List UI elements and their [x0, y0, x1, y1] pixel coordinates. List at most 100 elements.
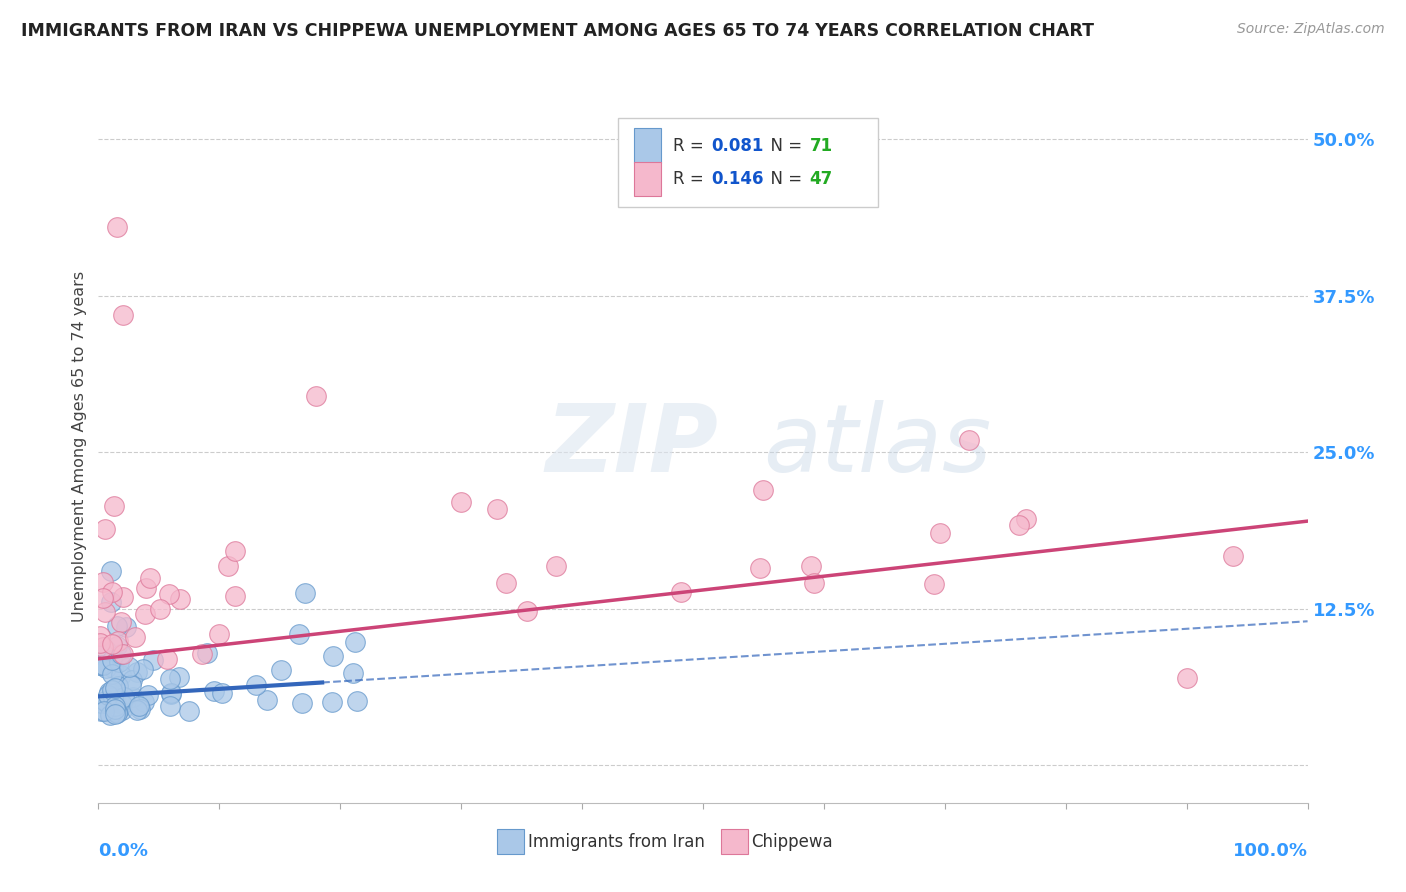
Point — [98, 707, 121, 722]
Point — [134, 607, 156, 621]
Point — [669, 585, 692, 599]
Point — [89, 636, 111, 650]
Point — [224, 589, 246, 603]
Point — [89, 657, 111, 672]
Point — [94, 661, 117, 675]
Point — [105, 640, 128, 654]
Point — [110, 647, 132, 661]
Point — [288, 627, 311, 641]
Point — [245, 678, 267, 692]
Point — [294, 586, 316, 600]
Text: Immigrants from Iran: Immigrants from Iran — [527, 833, 704, 851]
Point — [139, 571, 162, 585]
Point — [94, 522, 117, 536]
Point — [131, 662, 153, 676]
Point — [100, 595, 122, 609]
Point — [217, 559, 239, 574]
Point — [1008, 518, 1031, 533]
Text: 47: 47 — [810, 170, 832, 188]
Point — [105, 618, 128, 632]
Point — [752, 483, 775, 497]
Point — [486, 501, 509, 516]
Point — [104, 702, 127, 716]
Point — [1014, 512, 1036, 526]
Point — [104, 706, 127, 721]
Point — [118, 659, 141, 673]
Point — [101, 652, 124, 666]
Point — [105, 706, 128, 720]
Point — [104, 681, 127, 695]
Point — [136, 688, 159, 702]
Point — [450, 495, 472, 509]
Point — [321, 695, 343, 709]
Point — [107, 679, 129, 693]
Bar — [498, 830, 524, 855]
Point — [97, 689, 120, 703]
Point — [495, 576, 517, 591]
Text: R =: R = — [673, 170, 709, 188]
Point — [270, 663, 292, 677]
Point — [127, 665, 149, 679]
Point — [346, 694, 368, 708]
Point — [108, 694, 131, 708]
Point — [169, 591, 191, 606]
Point — [91, 591, 114, 605]
Text: Chippewa: Chippewa — [751, 833, 832, 851]
Point — [177, 704, 200, 718]
Point — [957, 433, 980, 447]
Point — [89, 658, 111, 673]
Point — [121, 690, 143, 705]
Point — [111, 591, 134, 605]
Point — [101, 690, 124, 705]
Bar — [721, 830, 748, 855]
Point — [111, 703, 134, 717]
Point — [120, 678, 142, 692]
Point — [96, 642, 118, 657]
Point — [107, 706, 129, 720]
Point — [104, 688, 127, 702]
Point — [97, 697, 120, 711]
Bar — [634, 128, 661, 162]
Point — [101, 584, 124, 599]
Point — [108, 702, 131, 716]
Point — [91, 658, 114, 673]
Point — [111, 698, 134, 712]
Bar — [634, 162, 661, 196]
Point — [128, 698, 150, 713]
Point — [101, 661, 124, 675]
Point — [100, 683, 122, 698]
Point — [111, 308, 134, 322]
Point — [94, 694, 117, 708]
Text: 0.081: 0.081 — [711, 136, 763, 154]
Point — [129, 702, 152, 716]
Point — [256, 693, 278, 707]
Text: 71: 71 — [810, 136, 832, 154]
Text: IMMIGRANTS FROM IRAN VS CHIPPEWA UNEMPLOYMENT AMONG AGES 65 TO 74 YEARS CORRELAT: IMMIGRANTS FROM IRAN VS CHIPPEWA UNEMPLO… — [21, 22, 1094, 40]
Point — [190, 648, 212, 662]
Text: atlas: atlas — [763, 401, 991, 491]
Text: ZIP: ZIP — [546, 400, 718, 492]
Point — [90, 704, 112, 718]
Point — [103, 499, 125, 513]
Point — [157, 586, 180, 600]
Point — [1175, 671, 1198, 685]
Point — [160, 687, 183, 701]
Point — [101, 637, 124, 651]
Point — [195, 646, 218, 660]
Point — [924, 577, 946, 591]
Point — [516, 604, 538, 618]
Point — [125, 703, 148, 717]
Point — [108, 655, 131, 669]
Point — [90, 696, 112, 710]
Text: 0.0%: 0.0% — [98, 842, 149, 860]
Point — [322, 649, 344, 664]
Point — [342, 666, 364, 681]
Point — [101, 667, 124, 681]
Y-axis label: Unemployment Among Ages 65 to 74 years: Unemployment Among Ages 65 to 74 years — [72, 270, 87, 622]
Text: N =: N = — [759, 170, 807, 188]
Point — [124, 630, 146, 644]
Point — [159, 699, 181, 714]
Point — [135, 581, 157, 595]
Point — [202, 683, 225, 698]
Point — [208, 626, 231, 640]
